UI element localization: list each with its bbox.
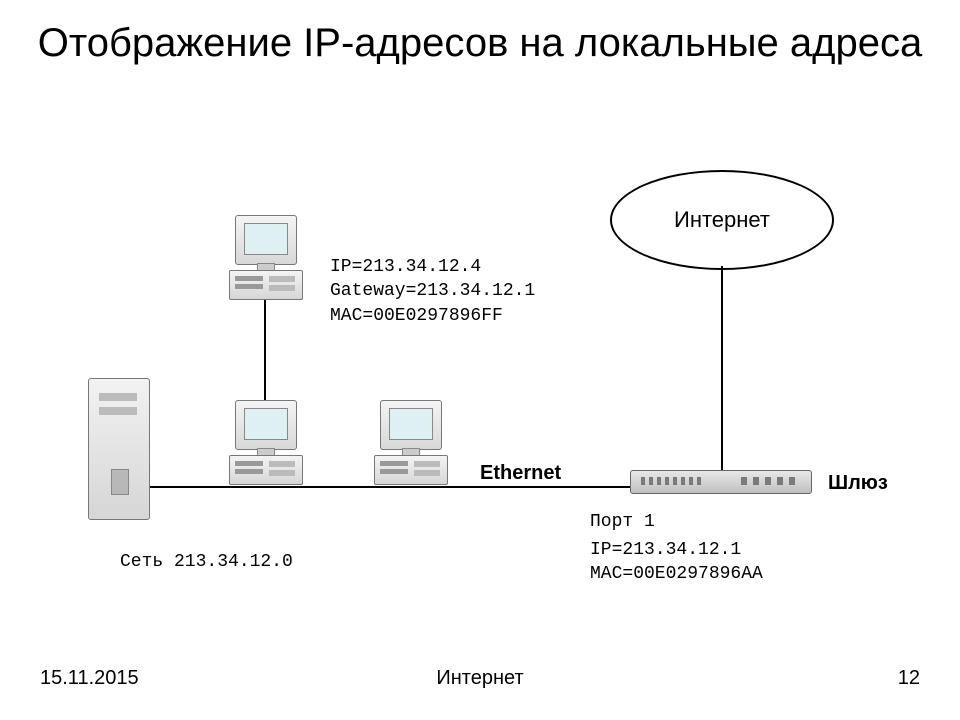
pc-slots [235, 276, 263, 281]
footer-page: 12 [898, 667, 920, 690]
pc-drives [269, 276, 295, 282]
pc-slots [235, 461, 263, 466]
gateway-device [630, 470, 812, 494]
monitor-icon [235, 215, 297, 265]
internet-cloud: Интернет [610, 170, 834, 270]
pc-base [374, 455, 448, 485]
pc-top [225, 215, 305, 310]
internet-cloud-label: Интернет [674, 207, 770, 233]
pc-drives [269, 461, 295, 467]
edge-cloud-gateway [721, 266, 723, 470]
port-label: Порт 1 [590, 510, 655, 534]
pc-base [229, 455, 303, 485]
pc-slots [380, 461, 408, 466]
gateway-config-label: IP=213.34.12.1 MAC=00E0297896AA [590, 538, 763, 587]
pc-left [225, 400, 305, 495]
slide: Отображение IP-адресов на локальные адре… [0, 0, 960, 720]
footer-center: Интернет [0, 667, 960, 690]
network-label: Сеть 213.34.12.0 [120, 550, 293, 574]
pc-drives [414, 461, 440, 467]
gateway-label: Шлюз [828, 470, 888, 497]
monitor-icon [235, 400, 297, 450]
edge-pctop-bus [264, 300, 266, 400]
pc-base [229, 270, 303, 300]
pc-config-label: IP=213.34.12.4 Gateway=213.34.12.1 MAC=0… [330, 255, 535, 328]
server-node [88, 378, 150, 520]
pc-mid [370, 400, 450, 495]
monitor-icon [380, 400, 442, 450]
slide-title: Отображение IP-адресов на локальные адре… [0, 18, 960, 68]
ethernet-label: Ethernet [480, 460, 561, 487]
